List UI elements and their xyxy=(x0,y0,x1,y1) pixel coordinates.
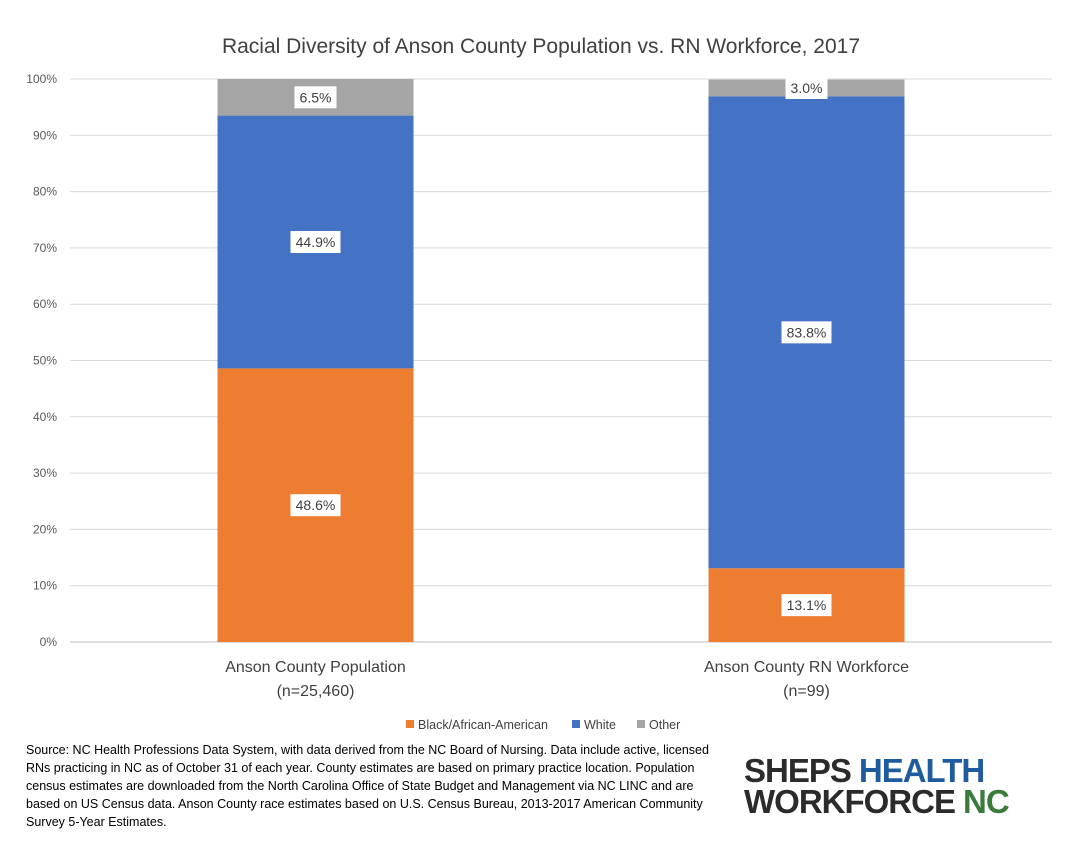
data-label-box xyxy=(781,321,832,344)
category-label: Anson County RN Workforce xyxy=(704,659,909,676)
y-tick-label: 40% xyxy=(33,410,57,424)
x-axis-categories: Anson County Population (n=25,460) Anson C… xyxy=(225,659,909,700)
y-tick-label: 10% xyxy=(33,579,57,593)
data-label: 13.1% xyxy=(787,597,827,613)
data-label: 48.6% xyxy=(296,497,336,513)
y-tick-label: 90% xyxy=(33,128,57,142)
y-tick-label: 0% xyxy=(40,635,58,649)
legend-label: White xyxy=(584,718,616,732)
data-label: 6.5% xyxy=(300,89,332,105)
stacked-bar-chart: Racial Diversity of Anson County Populat… xyxy=(26,35,1052,732)
data-label-box xyxy=(294,86,337,109)
y-tick-label: 100% xyxy=(26,72,57,86)
source-note: Source: NC Health Professions Data Syste… xyxy=(26,743,709,829)
data-label-box xyxy=(781,594,832,617)
legend-swatch xyxy=(637,720,645,728)
legend-swatch xyxy=(572,720,580,728)
legend-label: Black/African-American xyxy=(418,718,548,732)
logo-text-nc: NC xyxy=(963,783,1009,816)
category-label: (n=25,460) xyxy=(277,683,355,700)
logo-text-sheps: SHEPS xyxy=(744,752,851,789)
sheps-logo: SHEPS HEALTH WORKFORCE NC xyxy=(744,752,1010,816)
y-tick-label: 30% xyxy=(33,466,57,480)
chart-title: Racial Diversity of Anson County Populat… xyxy=(222,35,860,58)
category-label: (n=99) xyxy=(783,683,830,700)
logo-text-health: HEALTH xyxy=(859,752,984,789)
y-tick-label: 60% xyxy=(33,297,57,311)
y-tick-label: 80% xyxy=(33,185,57,199)
legend-swatch xyxy=(406,720,414,728)
data-label: 3.0% xyxy=(791,80,823,96)
y-axis-ticks: 0% 10% 20% 30% 40% 50% 60% 70% 80% 90% 100% xyxy=(26,72,57,649)
legend-label: Other xyxy=(649,718,680,732)
data-label-box xyxy=(290,494,341,517)
y-tick-label: 20% xyxy=(33,522,57,536)
y-tick-label: 70% xyxy=(33,241,57,255)
bars: 48.6% 44.9% 6.5% 13.1% 83.8% 3.0% xyxy=(217,77,905,642)
data-label-box xyxy=(290,230,341,253)
legend: Black/African-American White Other xyxy=(406,718,680,732)
logo-text-workforce: WORKFORCE xyxy=(744,783,955,816)
data-label: 44.9% xyxy=(296,234,336,250)
data-label: 83.8% xyxy=(787,324,827,340)
y-tick-label: 50% xyxy=(33,354,57,368)
data-label-box xyxy=(785,77,828,100)
category-label: Anson County Population xyxy=(225,659,406,676)
gridlines xyxy=(70,78,1052,643)
